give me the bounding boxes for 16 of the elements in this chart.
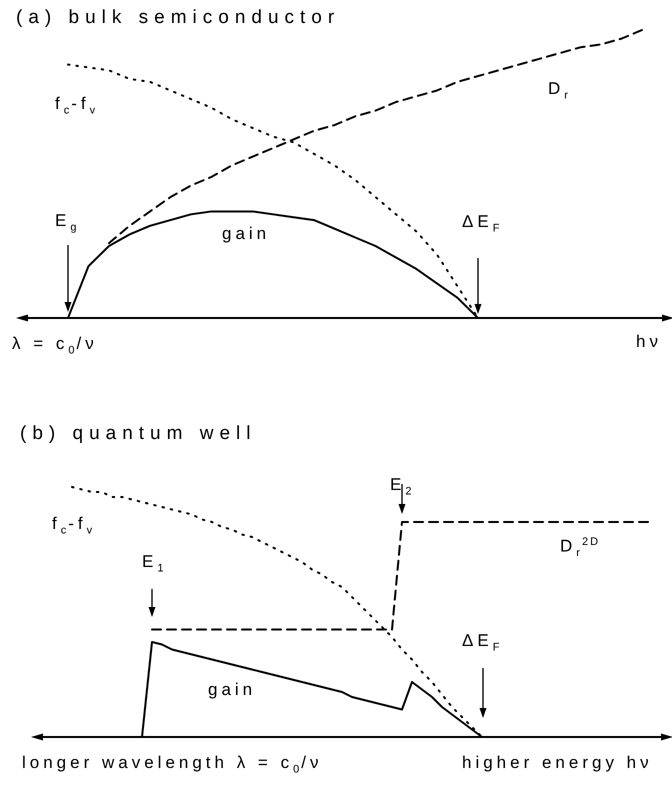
annotation: E$_{1}$ xyxy=(142,552,166,574)
series-label: gain xyxy=(208,680,256,699)
x-axis-title: higher energy hν xyxy=(462,753,653,772)
series-label: gain xyxy=(222,224,270,243)
chart-title: (a) bulk semiconductor xyxy=(16,7,340,28)
text: λ = c$_{0}$/ν xyxy=(12,334,98,356)
annotation: ΔE$_{F}$ xyxy=(462,212,502,234)
series-label: f$_{c}$-f$_{v}$ xyxy=(55,94,98,116)
text: longer wavelength λ = c$_{0}$/ν xyxy=(22,753,322,776)
annotation: ΔE$_{F}$ xyxy=(462,631,502,654)
series-label: D$_{r}$ xyxy=(548,79,570,102)
annotation: E$_{g}$ xyxy=(55,211,78,234)
chart-title: (b) quantum well xyxy=(20,423,256,444)
x-axis-title: hν xyxy=(636,332,662,351)
series-label: f$_{c}$-f$_{v}$ xyxy=(52,514,94,536)
annotation: E$_{2}$ xyxy=(390,475,414,498)
